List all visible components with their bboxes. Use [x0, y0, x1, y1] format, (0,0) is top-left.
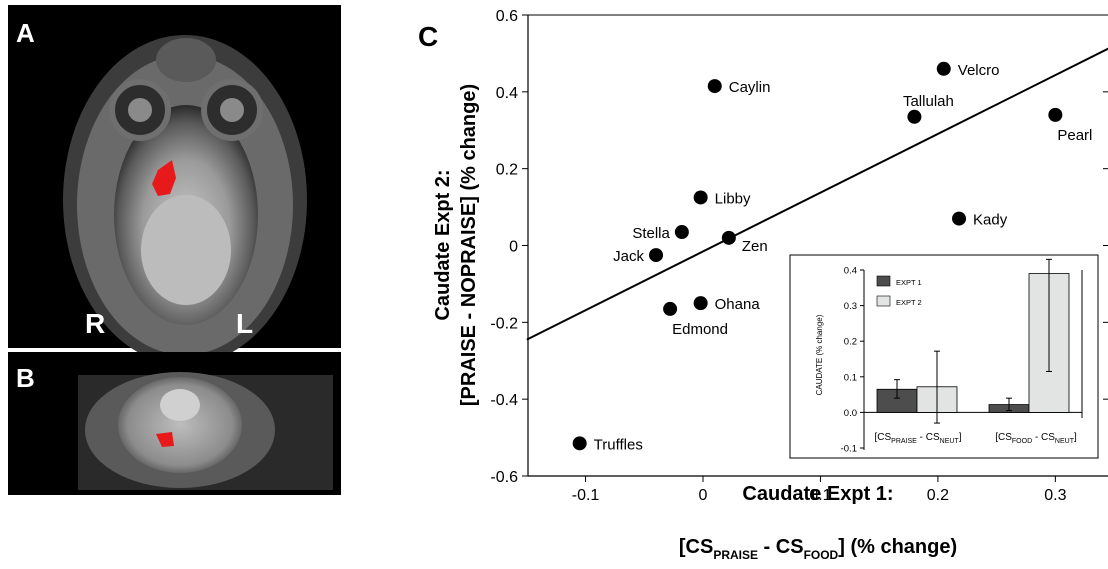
point-label: Tallulah: [903, 93, 954, 110]
y-axis-label-line1: Caudate Expt 2:: [432, 169, 454, 320]
data-point: [707, 79, 722, 94]
x-tick-label: 0: [699, 487, 708, 504]
point-label: Caylin: [729, 79, 771, 96]
point-label: Velcro: [958, 62, 1000, 79]
y-tick-label: 0.2: [496, 162, 518, 179]
y-tick-label: -0.4: [490, 392, 518, 409]
inset-y-tick-label: 0.0: [844, 408, 857, 419]
y-axis-label-line2: [PRAISE - NOPRAISE] (% change): [458, 84, 480, 406]
point-label: Truffles: [594, 436, 643, 453]
data-point: [721, 230, 736, 245]
x-axis-label-line1: Caudate Expt 1:: [742, 483, 893, 505]
roi-coronal: [156, 432, 174, 447]
inset-y-tick-label: 0.1: [844, 372, 857, 383]
inset-y-tick-label: 0.2: [844, 337, 857, 348]
panel-a-label: A: [16, 18, 35, 48]
point-label: Jack: [613, 248, 644, 265]
inset-category-2: [CSFOOD - CSNEUT]: [995, 432, 1077, 445]
y-tick-label: -0.6: [490, 469, 518, 486]
inset-bar-chart: 0.4 0.3 0.2 0.1 0.0 -0.1 CAUDATE (% change) E…: [789, 254, 1099, 459]
legend-label-expt1: EXPT 1: [896, 278, 922, 287]
inset-y-axis-label: CAUDATE (% change): [815, 314, 824, 395]
data-point: [907, 109, 922, 124]
point-label: Edmond: [672, 321, 728, 338]
data-point: [693, 190, 708, 205]
data-point: [936, 61, 951, 76]
legend-swatch-expt1: [876, 275, 891, 287]
point-label: Kady: [973, 212, 1008, 229]
inset-category-1: [CSPRAISE - CSNEUT]: [875, 432, 962, 445]
roi-axial: [152, 160, 176, 196]
x-tick-label: 0.1: [809, 487, 831, 504]
panel-c-label: C: [418, 21, 438, 52]
panel-b-mri-coronal: B: [8, 352, 341, 495]
x-tick-label: 0.2: [927, 487, 949, 504]
point-label: Zen: [742, 238, 768, 255]
inset-y-tick-label: 0.4: [844, 266, 857, 277]
legend-swatch-expt2: [876, 295, 891, 307]
y-tick-label: 0: [509, 239, 518, 256]
panel-c-scatter: C 0.60.40.20-0.2-0.4-0.6 -0.1 0 0.1 0.2 0.3 …: [418, 8, 1108, 562]
x-tick-label: 0.3: [1044, 487, 1066, 504]
data-point: [572, 436, 587, 451]
y-tick-label: 0.6: [496, 8, 518, 25]
data-point: [1048, 107, 1063, 122]
inset-y-tick-label: 0.3: [844, 301, 857, 312]
y-tick-label: -0.2: [490, 315, 518, 332]
x-tick-label: -0.1: [572, 487, 600, 504]
point-label: Pearl: [1057, 127, 1092, 144]
left-hemisphere-label: L: [236, 308, 253, 339]
data-point: [952, 211, 967, 226]
right-hemisphere-label: R: [85, 308, 105, 339]
legend-label-expt2: EXPT 2: [896, 298, 922, 307]
regression-line: [526, 47, 1108, 341]
point-label: Ohana: [715, 296, 761, 313]
data-point: [693, 296, 708, 311]
y-tick-label: 0.4: [496, 85, 518, 102]
point-label: Stella: [632, 225, 670, 242]
panel-b-label: B: [16, 363, 35, 393]
panel-a-mri-axial: A R L: [8, 5, 341, 365]
data-point: [663, 301, 678, 316]
point-label: Libby: [715, 190, 751, 207]
x-axis-label-line2: [CSPRAISE - CSFOOD] (% change): [679, 536, 957, 562]
data-point: [674, 225, 689, 240]
data-point: [649, 248, 664, 263]
inset-y-tick-label: -0.1: [841, 444, 857, 455]
